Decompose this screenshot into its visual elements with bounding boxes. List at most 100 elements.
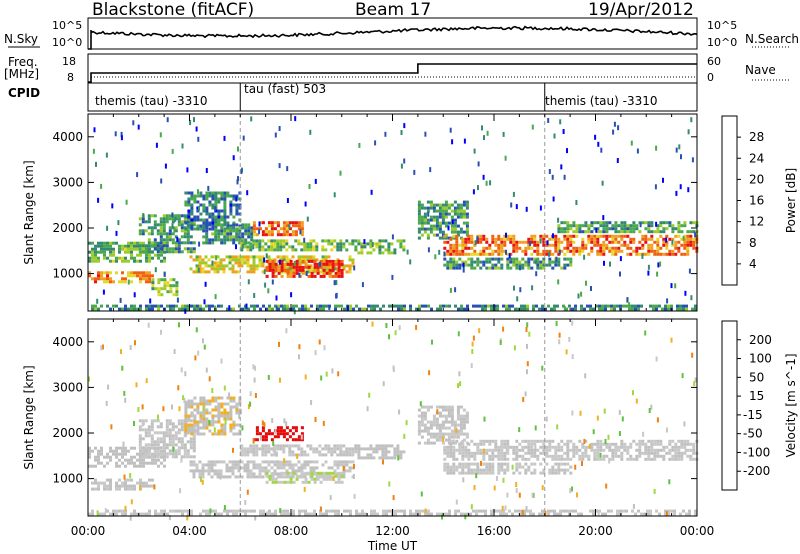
data-cell [210, 267, 214, 271]
data-cell [136, 464, 139, 468]
data-cell [505, 446, 508, 452]
data-cell [103, 464, 106, 468]
data-cell [432, 224, 436, 228]
data-cell [679, 184, 682, 190]
freq-tick-top: 18 [62, 55, 76, 68]
data-cell [177, 428, 181, 432]
data-cell [301, 265, 305, 269]
data-cell [455, 240, 459, 244]
data-cell [208, 200, 212, 204]
data-cell [282, 258, 286, 262]
data-cell [247, 279, 250, 285]
data-cell [622, 304, 625, 308]
data-cell [197, 267, 200, 273]
data-cell [261, 270, 265, 274]
data-cell [202, 209, 206, 213]
data-cell [142, 461, 145, 465]
data-cell [244, 226, 248, 230]
data-cell [476, 252, 480, 256]
data-cell [124, 280, 127, 284]
data-cell [202, 414, 206, 418]
data-cell [97, 250, 100, 254]
data-cell [316, 471, 320, 475]
data-cell [515, 439, 519, 443]
data-cell [130, 446, 133, 450]
data-cell [563, 451, 567, 455]
data-cell [199, 227, 203, 231]
data-cell [479, 234, 483, 238]
data-cell [369, 251, 373, 255]
data-cell [647, 249, 651, 253]
data-cell [432, 233, 436, 237]
data-cell [330, 450, 334, 454]
data-cell [249, 242, 253, 246]
data-cell [483, 135, 485, 141]
colorbar-frame [721, 320, 738, 491]
data-cell [205, 417, 209, 421]
data-cell [674, 240, 678, 244]
data-cell [551, 465, 555, 469]
data-cell [324, 453, 328, 457]
data-cell [491, 451, 495, 455]
data-cell [371, 321, 374, 327]
data-cell [214, 238, 218, 242]
data-cell [462, 438, 466, 442]
data-cell [497, 471, 501, 475]
data-cell [187, 417, 191, 421]
data-cell [226, 414, 230, 418]
data-cell [297, 227, 301, 231]
data-cell [387, 251, 391, 255]
data-cell [232, 238, 236, 242]
data-cell [238, 413, 241, 419]
data-cell [488, 468, 492, 472]
data-cell [295, 477, 299, 481]
data-cell [252, 264, 256, 268]
data-cell [349, 304, 352, 308]
data-cell [441, 426, 445, 430]
data-cell [219, 469, 223, 473]
data-cell [139, 307, 142, 311]
data-cell [133, 446, 136, 450]
data-cell [303, 255, 307, 259]
data-cell [438, 429, 442, 433]
data-cell [566, 442, 570, 446]
data-cell [136, 307, 139, 311]
data-cell [503, 442, 507, 446]
data-cell [384, 453, 388, 457]
data-cell [322, 420, 325, 426]
data-cell [496, 476, 498, 481]
data-cell [184, 304, 187, 308]
data-cell [136, 259, 139, 263]
data-cell [144, 452, 148, 456]
data-cell [563, 306, 566, 311]
freq-tick-bottom: 8 [67, 71, 74, 84]
data-cell [426, 426, 430, 430]
data-cell [427, 509, 430, 513]
data-cell [175, 293, 179, 297]
data-cell [366, 406, 369, 412]
data-cell [291, 444, 295, 448]
data-cell [164, 163, 167, 169]
data-cell [162, 437, 166, 441]
data-cell [148, 277, 151, 281]
data-cell [315, 248, 319, 252]
data-cell [249, 267, 253, 271]
colorbar-tick-label: 20 [749, 172, 764, 186]
data-cell [217, 408, 221, 412]
data-cell [196, 218, 200, 222]
data-cell [572, 448, 576, 452]
data-cell [278, 126, 281, 131]
data-cell [105, 152, 108, 158]
data-cell [429, 423, 433, 427]
data-cell [429, 405, 433, 409]
data-cell [211, 218, 215, 222]
data-cell [280, 471, 284, 475]
data-cell [351, 460, 355, 464]
data-cell [238, 509, 241, 513]
data-cell [379, 307, 382, 311]
data-cell [229, 399, 233, 403]
data-cell [601, 307, 604, 311]
data-cell [587, 457, 591, 461]
data-cell [357, 444, 361, 448]
data-cell [121, 509, 124, 513]
